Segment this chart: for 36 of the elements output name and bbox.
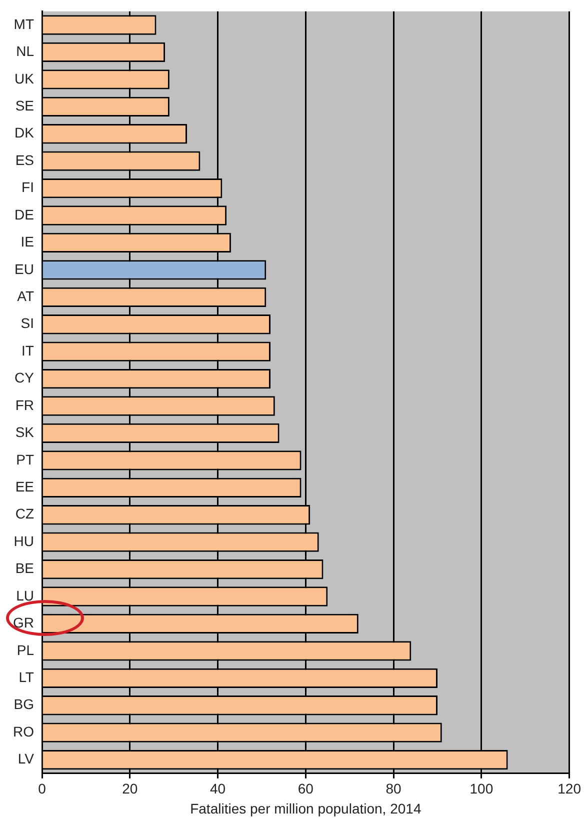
- x-tick-label: 100: [470, 780, 494, 797]
- y-tick-label: IT: [22, 342, 34, 358]
- y-tick-label: AT: [17, 288, 34, 304]
- y-tick-label: FR: [15, 396, 34, 413]
- x-tick-label: 0: [38, 780, 46, 797]
- y-tick-label: RO: [13, 723, 34, 740]
- y-tick-label: PL: [16, 642, 34, 658]
- x-tick-label: 60: [298, 780, 314, 797]
- y-tick-label: LT: [18, 669, 34, 686]
- y-tick-label: CY: [14, 370, 35, 386]
- y-tick-label: DE: [14, 206, 34, 222]
- y-tick-label: SI: [20, 315, 34, 332]
- y-tick-label: PT: [16, 451, 34, 468]
- x-tick-label: 120: [558, 780, 582, 797]
- y-tick-label: FI: [22, 179, 34, 196]
- y-tick-label: CZ: [15, 506, 34, 522]
- y-tick-label: IE: [20, 234, 34, 250]
- x-tick-label: 40: [210, 780, 226, 797]
- y-tick-label: GR: [13, 614, 34, 631]
- y-tick-label: SE: [15, 98, 34, 114]
- x-axis-title: Fatalities per million population, 2014: [190, 800, 422, 816]
- x-tick-label: 20: [122, 780, 138, 797]
- y-tick-label: SK: [15, 424, 35, 440]
- y-tick-label: ES: [15, 152, 34, 168]
- y-tick-label: MT: [14, 16, 34, 32]
- y-tick-label: EE: [15, 478, 34, 495]
- y-tick-label: BG: [14, 696, 34, 712]
- y-tick-label: LV: [18, 750, 35, 767]
- y-tick-label: NL: [16, 43, 34, 60]
- y-tick-label: EU: [14, 260, 34, 277]
- x-tick-label: 80: [386, 780, 402, 797]
- y-tick-label: HU: [14, 532, 34, 549]
- y-tick-label: BE: [15, 560, 34, 576]
- y-tick-label: LU: [16, 587, 34, 604]
- y-tick-label: DK: [14, 124, 35, 141]
- y-tick-label: UK: [14, 70, 35, 86]
